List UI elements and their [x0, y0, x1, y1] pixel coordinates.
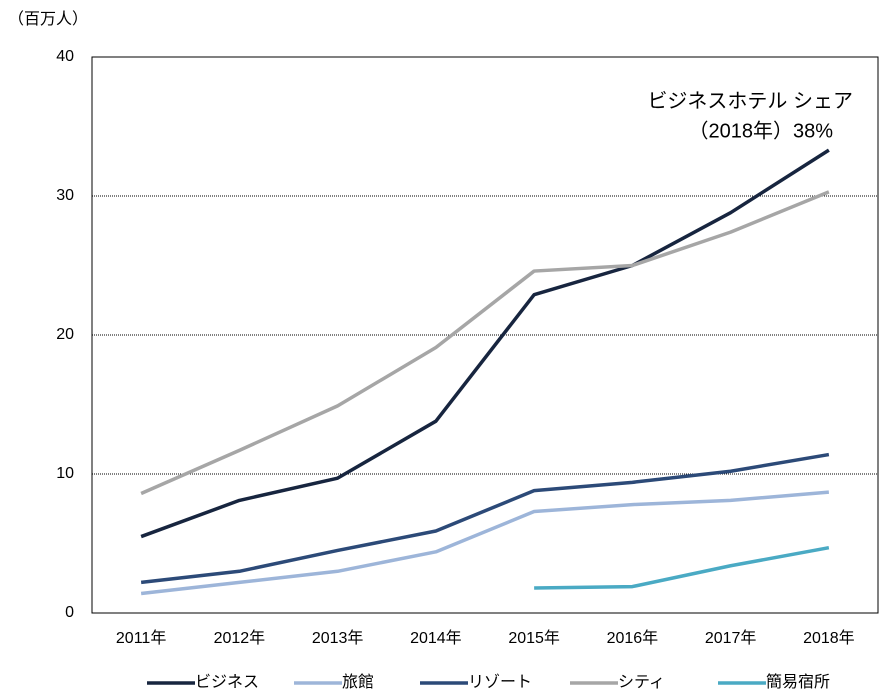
- y-tick-label: 20: [56, 326, 74, 343]
- series-line: [534, 545, 830, 590]
- legend-label: 簡易宿所: [766, 673, 830, 691]
- annotation: （2018年）38%: [688, 119, 833, 142]
- x-tick-label: 2012年: [214, 629, 266, 647]
- x-tick-label: 2015年: [508, 629, 560, 647]
- x-tick-label: 2014年: [410, 629, 462, 647]
- x-tick-label: 2013年: [312, 629, 364, 647]
- legend-label: ビジネス: [195, 673, 259, 691]
- series-line: [140, 148, 830, 539]
- x-tick-label: 2018年: [803, 629, 855, 647]
- y-tick-label: 10: [56, 465, 74, 482]
- legend-label: シティ: [618, 674, 665, 691]
- y-tick-label: 40: [56, 48, 74, 65]
- x-tick-label: 2017年: [705, 629, 757, 647]
- legend-label: リゾート: [468, 673, 532, 691]
- y-unit: （百万人）: [8, 10, 88, 28]
- legend-label: 旅館: [342, 673, 374, 691]
- y-tick-label: 30: [56, 187, 74, 204]
- y-tick-label: 0: [65, 604, 74, 621]
- annotation: ビジネスホテル シェア: [647, 89, 853, 112]
- x-tick-label: 2011年: [116, 629, 166, 647]
- plot-frame: [91, 56, 879, 614]
- series-line: [140, 190, 830, 496]
- series-line: [140, 490, 830, 596]
- series-line: [140, 452, 830, 585]
- x-tick-label: 2016年: [607, 629, 659, 647]
